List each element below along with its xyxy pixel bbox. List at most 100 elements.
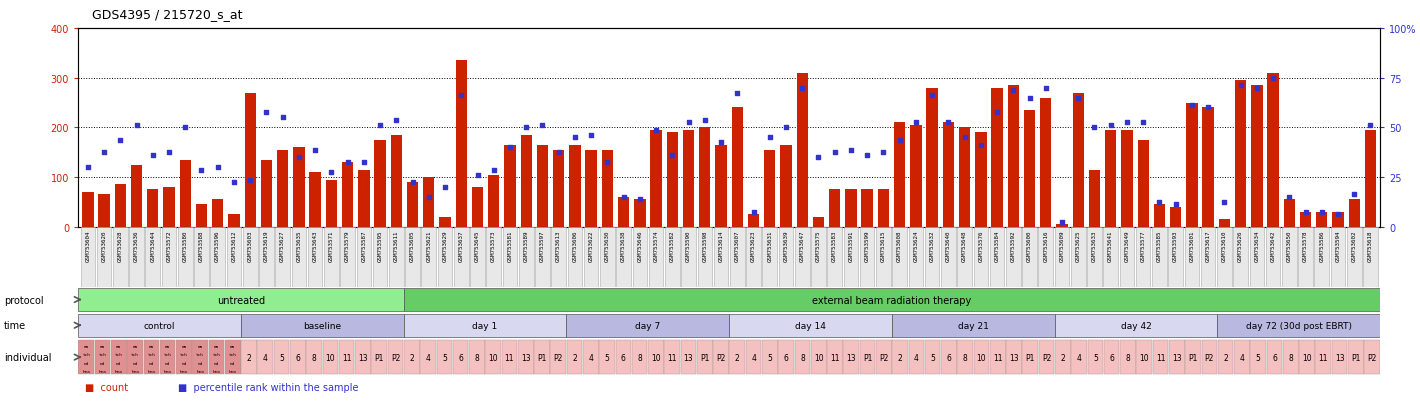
FancyBboxPatch shape xyxy=(437,228,453,287)
Text: 6: 6 xyxy=(784,353,788,362)
Point xyxy=(824,150,846,156)
Bar xyxy=(699,128,710,227)
Bar xyxy=(277,150,288,227)
Point xyxy=(190,167,213,173)
Point xyxy=(337,159,359,166)
Point xyxy=(1164,202,1187,208)
Bar xyxy=(229,215,240,227)
Text: 6: 6 xyxy=(947,353,951,362)
Point xyxy=(256,110,278,116)
Text: GSM753571: GSM753571 xyxy=(329,230,334,261)
FancyBboxPatch shape xyxy=(665,228,680,287)
Bar xyxy=(829,190,841,227)
Text: P1: P1 xyxy=(1189,353,1197,362)
Text: 11: 11 xyxy=(1319,353,1328,362)
Text: GSM753628: GSM753628 xyxy=(118,230,122,261)
FancyBboxPatch shape xyxy=(648,340,663,374)
Text: 11: 11 xyxy=(342,353,351,362)
Text: GSM753603: GSM753603 xyxy=(247,230,253,261)
FancyBboxPatch shape xyxy=(1120,340,1136,374)
Text: tch: tch xyxy=(229,352,237,356)
Point xyxy=(743,209,765,216)
Point xyxy=(920,93,943,99)
Text: P2: P2 xyxy=(879,353,889,362)
Text: ed: ed xyxy=(116,361,122,365)
FancyBboxPatch shape xyxy=(861,228,875,287)
Text: ma: ma xyxy=(132,344,138,348)
FancyBboxPatch shape xyxy=(307,340,322,374)
FancyBboxPatch shape xyxy=(274,340,290,374)
Text: GSM753641: GSM753641 xyxy=(1108,230,1113,261)
FancyBboxPatch shape xyxy=(422,228,436,287)
Text: day 7: day 7 xyxy=(635,321,660,330)
FancyBboxPatch shape xyxy=(339,340,355,374)
Bar xyxy=(716,145,727,227)
FancyBboxPatch shape xyxy=(876,340,892,374)
Text: 2: 2 xyxy=(736,353,740,362)
Text: ma: ma xyxy=(99,344,105,348)
Text: 6: 6 xyxy=(459,353,463,362)
Bar xyxy=(781,145,792,227)
Text: control: control xyxy=(143,321,175,330)
FancyBboxPatch shape xyxy=(355,340,371,374)
Bar xyxy=(618,197,629,227)
Text: P1: P1 xyxy=(375,353,383,362)
Text: 11: 11 xyxy=(1156,353,1166,362)
FancyBboxPatch shape xyxy=(1299,340,1315,374)
Bar xyxy=(1089,170,1100,227)
Text: GSM753578: GSM753578 xyxy=(1304,230,1308,261)
FancyBboxPatch shape xyxy=(1055,340,1071,374)
Text: GSM753618: GSM753618 xyxy=(1367,230,1373,261)
Bar xyxy=(910,126,922,227)
Point xyxy=(612,194,635,201)
Point xyxy=(1066,95,1089,102)
FancyBboxPatch shape xyxy=(114,228,128,287)
Bar xyxy=(244,93,256,227)
Bar xyxy=(943,123,954,227)
Point xyxy=(1230,83,1252,89)
Text: hea: hea xyxy=(82,369,91,373)
FancyBboxPatch shape xyxy=(403,314,567,337)
Text: protocol: protocol xyxy=(4,295,44,305)
Point xyxy=(223,179,246,186)
FancyBboxPatch shape xyxy=(730,340,746,374)
FancyBboxPatch shape xyxy=(1039,340,1055,374)
FancyBboxPatch shape xyxy=(1022,340,1038,374)
Text: GSM753634: GSM753634 xyxy=(1254,230,1260,261)
Text: GSM753573: GSM753573 xyxy=(491,230,496,261)
Point xyxy=(937,120,960,126)
Bar xyxy=(1072,93,1083,227)
FancyBboxPatch shape xyxy=(990,340,1005,374)
Text: ed: ed xyxy=(214,361,219,365)
Text: day 42: day 42 xyxy=(1120,321,1152,330)
Point xyxy=(905,120,927,126)
FancyBboxPatch shape xyxy=(129,228,143,287)
Text: ■  percentile rank within the sample: ■ percentile rank within the sample xyxy=(178,382,358,392)
Text: 13: 13 xyxy=(846,353,856,362)
Point xyxy=(1180,102,1203,109)
Text: ma: ma xyxy=(230,344,236,348)
Bar xyxy=(521,135,532,227)
Point xyxy=(239,177,261,183)
Point xyxy=(872,150,895,156)
Text: GSM753614: GSM753614 xyxy=(719,230,724,261)
Point xyxy=(173,125,196,131)
Text: GSM753579: GSM753579 xyxy=(345,230,351,261)
FancyBboxPatch shape xyxy=(356,228,371,287)
FancyBboxPatch shape xyxy=(601,228,615,287)
FancyBboxPatch shape xyxy=(1217,228,1231,287)
Point xyxy=(304,147,327,154)
FancyBboxPatch shape xyxy=(974,340,990,374)
Text: 11: 11 xyxy=(993,353,1003,362)
Text: GSM753605: GSM753605 xyxy=(410,230,415,261)
Text: ma: ma xyxy=(197,344,203,348)
Point xyxy=(352,159,375,166)
Text: ma: ma xyxy=(182,344,186,348)
Text: GSM753637: GSM753637 xyxy=(459,230,464,261)
Text: ma: ma xyxy=(84,344,89,348)
Text: 8: 8 xyxy=(799,353,805,362)
Bar xyxy=(342,163,354,227)
Text: GSM753621: GSM753621 xyxy=(426,230,432,261)
Bar xyxy=(423,178,435,227)
FancyBboxPatch shape xyxy=(1022,228,1037,287)
